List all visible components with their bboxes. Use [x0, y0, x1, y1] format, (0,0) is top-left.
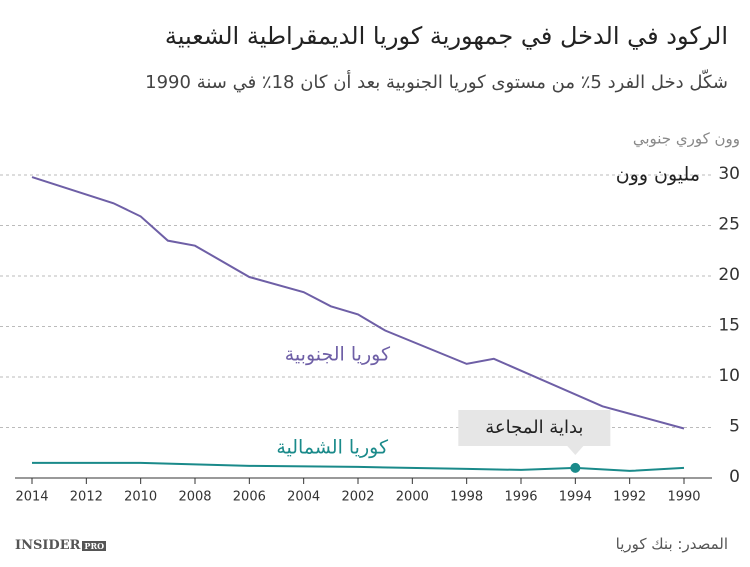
- annotation-box: [458, 410, 611, 446]
- x-tick-label: 1998: [450, 490, 483, 505]
- logo: INSIDER PRO: [15, 538, 107, 553]
- x-tick-label: 2014: [15, 490, 48, 505]
- x-tick-label: 1990: [667, 490, 700, 505]
- series-label: كوريا الشمالية: [276, 437, 389, 459]
- x-tick-label: 2012: [70, 490, 103, 505]
- y-tick-label: 0: [729, 467, 740, 487]
- series-line: [32, 461, 685, 472]
- x-tick-label: 1992: [613, 490, 646, 505]
- x-tick-label: 2010: [124, 490, 157, 505]
- x-tick-label: 2008: [178, 490, 211, 505]
- x-tick-label: 2004: [287, 490, 320, 505]
- x-tick-label: 1996: [504, 490, 537, 505]
- x-tick-label: 1994: [559, 490, 592, 505]
- source: المصدر: بنك كوريا: [615, 535, 728, 553]
- y-tick-label: 20: [718, 265, 740, 285]
- title: الركود في الدخل في جمهورية كوريا الديمقر…: [164, 22, 728, 50]
- y-tick-label: 30: [718, 164, 740, 184]
- subtitle: شكّل دخل الفرد 5٪ من مستوى كوريا الجنوبي…: [145, 72, 728, 93]
- series-label: كوريا الجنوبية: [285, 344, 391, 366]
- series-line: [31, 176, 685, 430]
- x-tick-label: 2002: [341, 490, 374, 505]
- annotation-pointer: [567, 446, 584, 455]
- y-tick-label: 15: [718, 316, 740, 336]
- y-label: وون كوري جنوبي: [633, 130, 740, 149]
- chart: 0 5 10 15 20 25 30 مليون وون وون كوري جنوبي 2014 2…: [0, 130, 740, 505]
- annotation-marker: [570, 462, 581, 473]
- logo-text: INSIDER: [15, 538, 81, 553]
- x-tick-label: 2006: [233, 490, 266, 505]
- x-tick-label: 2000: [396, 490, 429, 505]
- logo-sub: PRO: [82, 541, 107, 551]
- y-tick-label: 5: [729, 417, 740, 437]
- y-tick-label: 10: [718, 366, 740, 386]
- y-tick-label: 25: [718, 215, 740, 235]
- y-unit: مليون وون: [616, 164, 700, 186]
- annotation-text: بداية المجاعة: [485, 417, 583, 438]
